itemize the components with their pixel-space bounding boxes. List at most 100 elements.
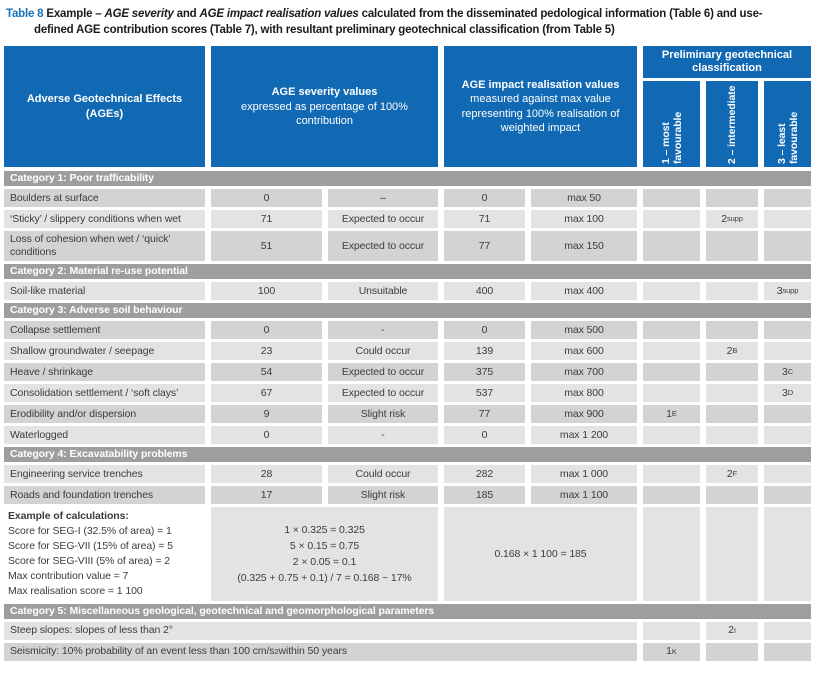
cell-impact-max: max 1 200 [531,426,637,445]
cell-age-name: Seismicity: 10% probability of an event … [4,642,637,661]
cell-class-3: 3 supp [764,282,811,301]
cell-impact-value: 282 [444,465,525,484]
cell-impact-max: max 100 [531,210,637,229]
table-row: Consolidation settlement / ‘soft clays’ … [4,384,811,403]
cell-age-name: Consolidation settlement / ‘soft clays’ [4,384,205,403]
cell-class-1 [643,321,700,340]
cell-class-3 [764,426,811,445]
cell-impact-value: 375 [444,363,525,382]
cell-age-name: Heave / shrinkage [4,363,205,382]
caption-line-2: defined AGE contribution scores (Table 7… [34,24,615,37]
cell-impact-max: max 700 [531,363,637,382]
table-header-row: Adverse Geotechnical Effects (AGEs) AGE … [4,46,811,168]
header-classification-title: Preliminary geotechnical classification [643,46,811,79]
cell-class-2 [706,189,758,208]
cell-class-2 [706,282,758,301]
cell-age-name: Engineering service trenches [4,465,205,484]
cell-age-name: Shallow groundwater / seepage [4,342,205,361]
cell-impact-max: max 1 100 [531,486,637,505]
cell-class-3 [764,210,811,229]
cell-example-text: Example of calculations: Score for SEG-I… [4,507,205,601]
cell-impact-value: 139 [444,342,525,361]
cell-class-2 [706,363,758,382]
cell-age-name: Collapse settlement [4,321,205,340]
cell-class-2 [706,642,758,661]
cell-class-1 [643,486,700,505]
cell-class-2 [706,321,758,340]
cell-class-3 [764,321,811,340]
cell-class-1 [643,282,700,301]
table-number: Table 8 [6,8,44,20]
cell-impact-value: 0 [444,426,525,445]
cell-impact-max: max 400 [531,282,637,301]
cell-impact-value: 185 [444,486,525,505]
cell-severity-likelihood: Expected to occur [328,363,438,382]
cell-class-2 [706,384,758,403]
cell-severity-value: 51 [211,231,322,262]
cell-age-name: Waterlogged [4,426,205,445]
cell-class-1 [643,465,700,484]
cell-impact-max: max 800 [531,384,637,403]
cell-severity-likelihood: Expected to occur [328,231,438,262]
cell-severity-value: 54 [211,363,322,382]
header-class-3: 3 – least favourable [764,81,811,168]
cell-severity-value: 17 [211,486,322,505]
cell-class-1 [643,363,700,382]
table-row: Heave / shrinkage 54 Expected to occur 3… [4,363,811,382]
cell-class-1 [643,189,700,208]
header-class-1: 1 – most favourable [643,81,700,168]
table-row: Collapse settlement 0 - 0 max 500 [4,321,811,340]
cell-severity-likelihood: Expected to occur [328,210,438,229]
cell-class-2 [706,486,758,505]
cell-impact-max: max 50 [531,189,637,208]
cell-age-name: Roads and foundation trenches [4,486,205,505]
cell-severity-likelihood: - [328,426,438,445]
category-header: Category 2: Material re-use potential [4,264,811,280]
cell-age-name: Steep slopes: slopes of less than 2° [4,621,637,640]
cell-impact-value: 400 [444,282,525,301]
cell-class-2 [706,405,758,424]
category-header: Category 4: Excavatability problems [4,447,811,463]
cell-age-name: ‘Sticky’ / slippery conditions when wet [4,210,205,229]
cell-severity-likelihood: Expected to occur [328,384,438,403]
cell-class-3 [764,231,811,262]
header-class-2: 2 – intermediate [706,81,758,168]
table-row: Soil-like material 100 Unsuitable 400 ma… [4,282,811,301]
table-row: Shallow groundwater / seepage 23 Could o… [4,342,811,361]
cell-severity-likelihood: Slight risk [328,405,438,424]
cell-class-1 [643,621,700,640]
header-classification-group: Preliminary geotechnical classification … [643,46,811,168]
example-calculations-row: Example of calculations: Score for SEG-I… [4,507,811,601]
table-row: Waterlogged 0 - 0 max 1 200 [4,426,811,445]
cell-age-name: Erodibility and/or dispersion [4,405,205,424]
cell-impact-max: max 150 [531,231,637,262]
cell-class-3 [764,642,811,661]
cell-severity-value: 28 [211,465,322,484]
category-header: Category 5: Miscellaneous geological, ge… [4,603,811,619]
cell-age-name: Soil-like material [4,282,205,301]
cell-class-2 [706,426,758,445]
caption-line-1: Table 8 Example – AGE severity and AGE i… [6,8,763,20]
table-row: Roads and foundation trenches 17 Slight … [4,486,811,505]
cell-class-1 [643,231,700,262]
cell-severity-value: 100 [211,282,322,301]
cell-class-2 [706,507,758,601]
table-row: Seismicity: 10% probability of an event … [4,642,811,661]
cell-severity-likelihood: Slight risk [328,486,438,505]
cell-class-1 [643,384,700,403]
table-row: Boulders at surface 0 – 0 max 50 [4,189,811,208]
cell-class-3 [764,342,811,361]
table: Adverse Geotechnical Effects (AGEs) AGE … [4,46,811,661]
table-row: Engineering service trenches 28 Could oc… [4,465,811,484]
header-ages: Adverse Geotechnical Effects (AGEs) [4,46,205,168]
cell-class-1 [643,507,700,601]
header-severity: AGE severity values expressed as percenta… [211,46,438,168]
cell-class-3 [764,465,811,484]
cell-severity-likelihood: – [328,189,438,208]
